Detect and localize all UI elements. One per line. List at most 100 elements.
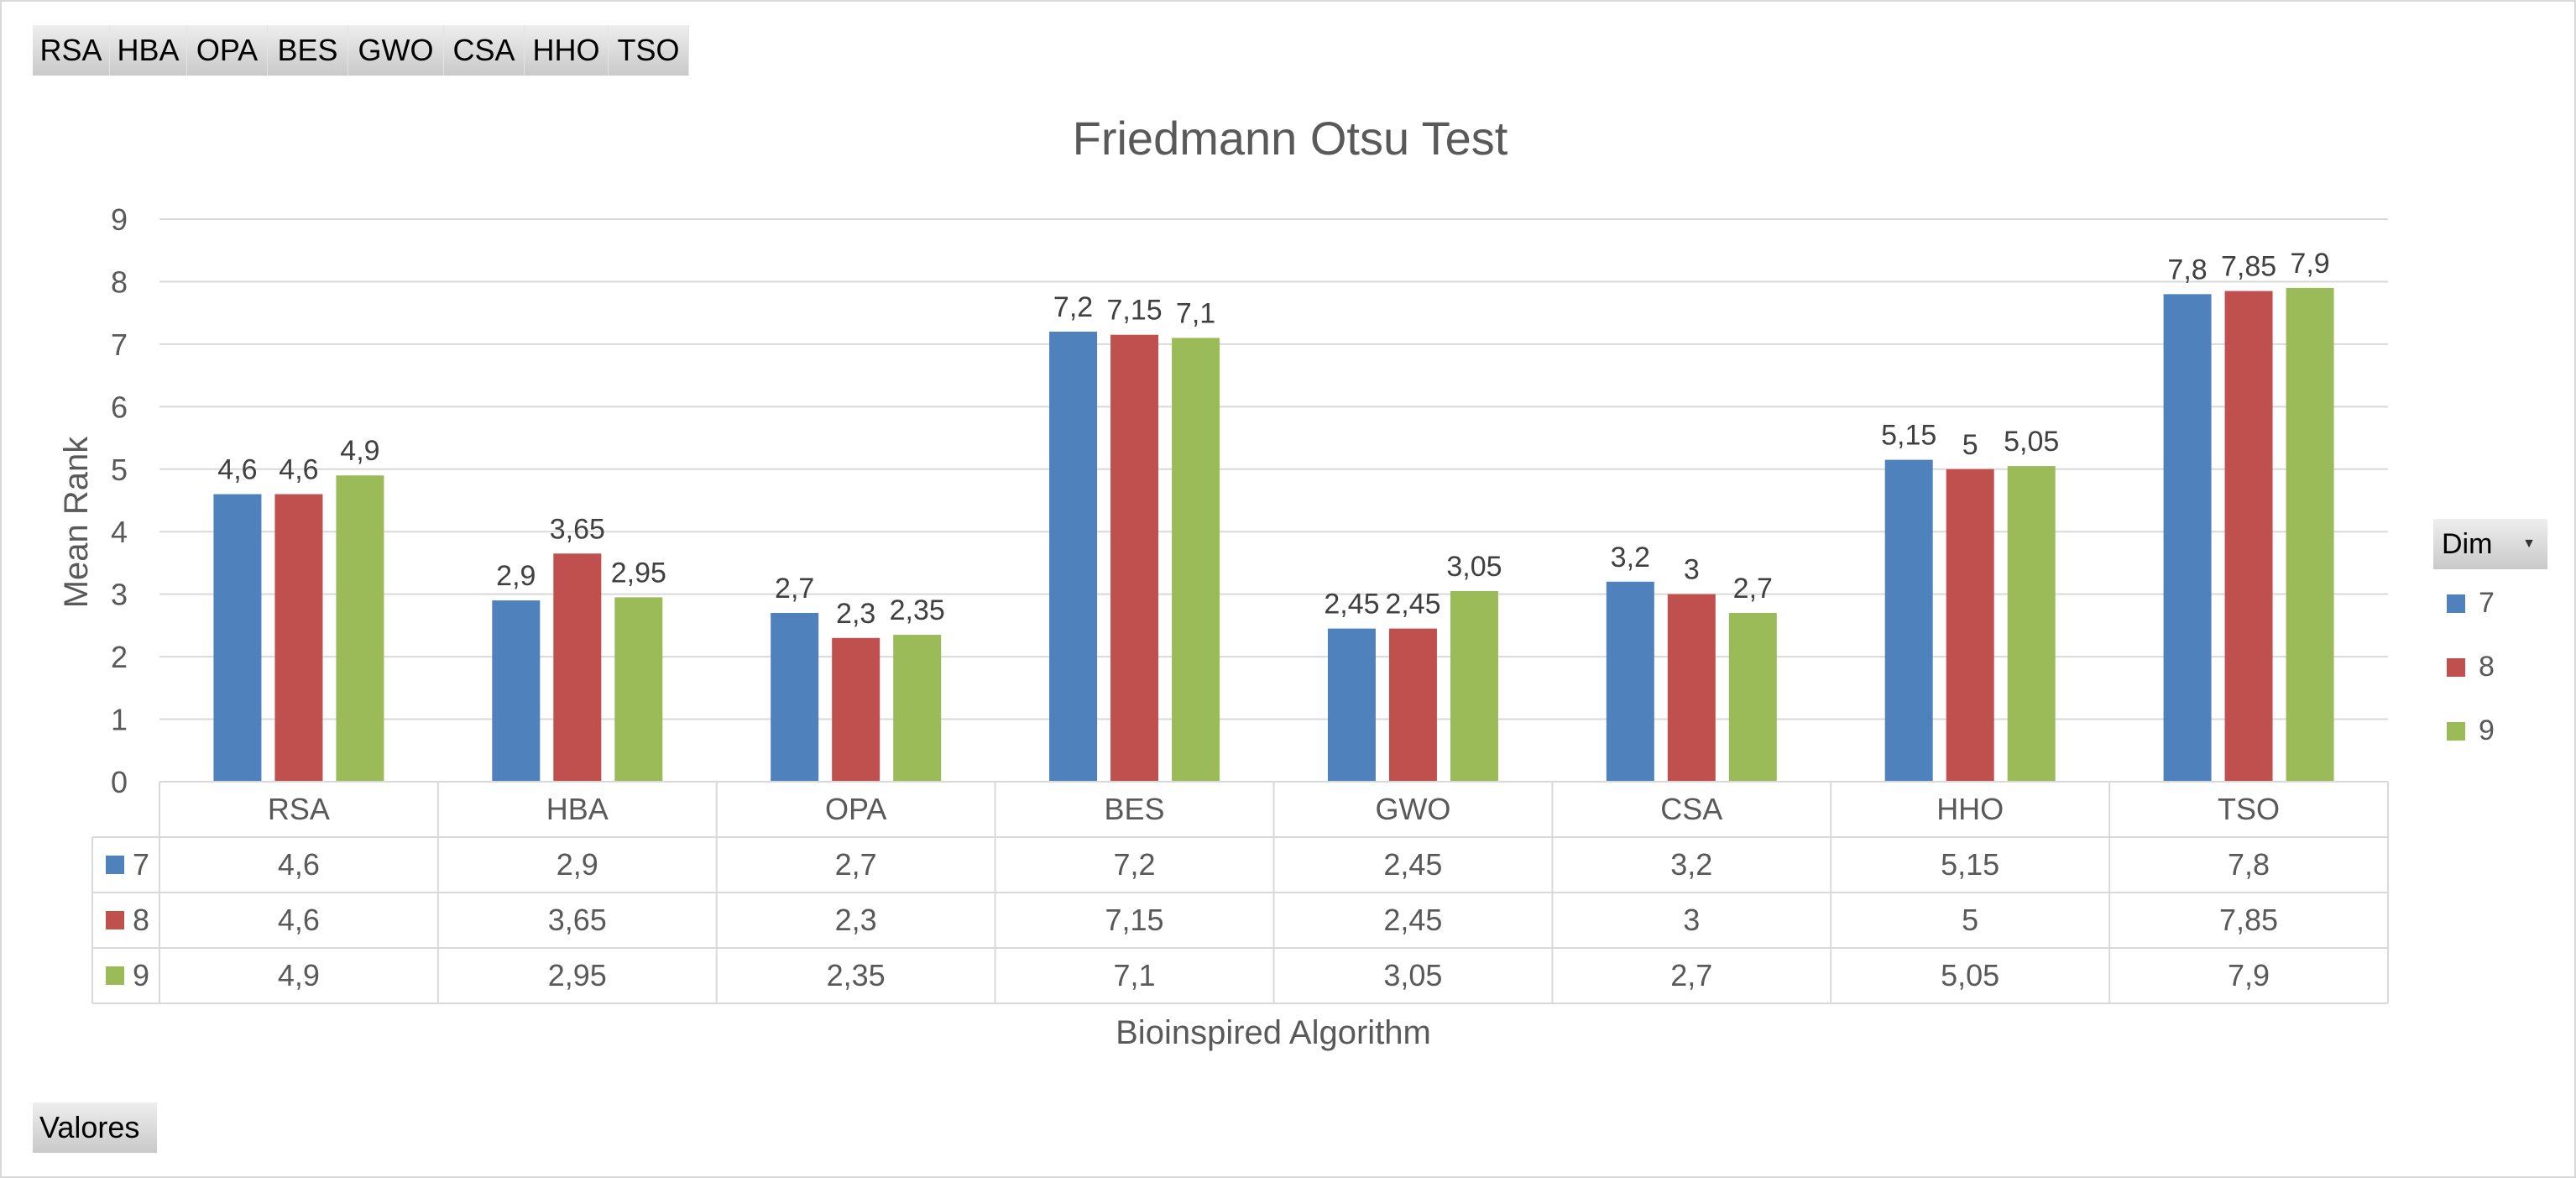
- table-cell: 5,05: [1941, 958, 1999, 992]
- legend-label-9: 9: [2479, 715, 2495, 746]
- field-button-bes[interactable]: BES: [268, 25, 348, 76]
- table-header-bes: BES: [1105, 792, 1165, 826]
- bar-8-tso: [2224, 291, 2273, 783]
- values-field-button[interactable]: Valores: [33, 1102, 157, 1153]
- data-label: 5,15: [1881, 420, 1936, 452]
- values-field-label: Valores: [39, 1110, 140, 1144]
- field-button-opa[interactable]: OPA: [187, 25, 268, 76]
- table-cell: 4,6: [278, 903, 320, 937]
- field-button-hba[interactable]: HBA: [110, 25, 187, 76]
- bar-8-bes: [1110, 334, 1159, 782]
- data-label: 4,6: [217, 454, 257, 486]
- table-cell: 2,45: [1383, 847, 1442, 882]
- y-tick-label: 2: [111, 640, 128, 674]
- table-legend-swatch-7: [106, 856, 124, 874]
- bar-9-gwo: [1450, 590, 1498, 782]
- data-label: 2,95: [611, 557, 666, 589]
- table-cell: 3,2: [1670, 847, 1712, 882]
- field-button-rsa[interactable]: RSA: [33, 25, 110, 76]
- y-tick-label: 1: [111, 703, 128, 737]
- field-button-gwo[interactable]: GWO: [348, 25, 444, 76]
- field-button-tso[interactable]: TSO: [609, 25, 689, 76]
- table-cell: 2,7: [1670, 958, 1712, 992]
- dropdown-arrow-icon[interactable]: ▼: [2522, 537, 2536, 551]
- bar-9-hho: [2007, 466, 2056, 782]
- data-label: 4,9: [340, 435, 379, 467]
- bar-7-tso: [2163, 294, 2212, 782]
- data-label: 2,7: [775, 573, 814, 605]
- table-header-hho: HHO: [1936, 792, 2004, 826]
- table-cell: 7,8: [2228, 847, 2270, 882]
- legend-label-7: 7: [2479, 587, 2495, 619]
- table-header-hba: HBA: [546, 792, 609, 826]
- bar-9-csa: [1728, 613, 1777, 782]
- table-cell: 2,3: [835, 903, 877, 937]
- table-legend-swatch-9: [106, 966, 124, 985]
- field-button-hho[interactable]: HHO: [525, 25, 609, 76]
- table-cell: 7,9: [2228, 958, 2270, 992]
- data-label: 7,8: [2167, 254, 2207, 285]
- table-cell: 3,05: [1383, 958, 1442, 992]
- y-tick-label: 3: [111, 578, 128, 612]
- bar-8-hho: [1946, 469, 1994, 782]
- table-cell: 4,9: [278, 958, 320, 992]
- table-header-rsa: RSA: [268, 792, 330, 826]
- table-cell: 2,45: [1383, 903, 1442, 937]
- legend-swatch-7: [2447, 594, 2465, 613]
- data-label: 5: [1962, 429, 1978, 461]
- bar-8-csa: [1667, 594, 1716, 782]
- table-legend-swatch-8: [106, 911, 124, 929]
- table-cell: 2,35: [827, 958, 886, 992]
- data-label: 3,65: [550, 513, 605, 545]
- field-button-csa[interactable]: CSA: [444, 25, 525, 76]
- bar-8-hba: [553, 553, 602, 782]
- legend-entry-8: 8: [2447, 651, 2495, 683]
- bar-8-gwo: [1388, 628, 1437, 782]
- data-label: 3,05: [1446, 551, 1502, 583]
- bar-7-hho: [1884, 459, 1933, 782]
- data-label: 5,05: [2004, 426, 2059, 458]
- bar-7-rsa: [213, 494, 262, 782]
- table-cell: 7,85: [2219, 903, 2278, 937]
- legend-swatch-8: [2447, 657, 2465, 677]
- y-tick-label: 4: [111, 515, 128, 549]
- legend-entry-9: 9: [2447, 715, 2495, 747]
- data-label: 2,35: [890, 594, 945, 626]
- bar-9-opa: [893, 635, 942, 782]
- x-axis-title: Bioinspired Algorithm: [1116, 1014, 1431, 1051]
- chart-title: Friedmann Otsu Test: [1073, 112, 1508, 165]
- table-header-gwo: GWO: [1375, 792, 1450, 826]
- table-header-opa: OPA: [825, 792, 886, 826]
- y-tick-label: 5: [111, 453, 128, 487]
- bar-7-csa: [1606, 581, 1654, 782]
- legend-label-8: 8: [2479, 651, 2495, 683]
- bar-7-hba: [492, 600, 541, 782]
- table-header-csa: CSA: [1660, 792, 1722, 826]
- data-label: 3,2: [1611, 542, 1650, 573]
- bar-7-gwo: [1327, 628, 1376, 782]
- table-cell: 5,15: [1941, 847, 1999, 882]
- data-label: 4,6: [279, 454, 318, 486]
- bar-9-hba: [614, 597, 663, 782]
- table-row-label-9: 9: [133, 958, 149, 992]
- table-cell: 2,95: [548, 958, 607, 992]
- table-cell: 3,65: [548, 903, 607, 937]
- y-tick-label: 8: [111, 264, 128, 299]
- table-cell: 3: [1683, 903, 1700, 937]
- bar-9-tso: [2286, 287, 2334, 782]
- data-label: 2,9: [496, 560, 536, 592]
- legend-entry-7: 7: [2447, 587, 2495, 620]
- data-label: 2,3: [836, 598, 875, 630]
- y-tick-label: 6: [111, 390, 128, 424]
- legend-field-dim[interactable]: Dim ▼: [2433, 519, 2547, 569]
- table-cell: 7,15: [1105, 903, 1164, 937]
- y-tick-label: 7: [111, 327, 128, 362]
- table-cell: 7,2: [1114, 847, 1156, 882]
- table-header-tso: TSO: [2218, 792, 2280, 826]
- data-label: 2,45: [1324, 589, 1379, 620]
- table-cell: 2,9: [556, 847, 598, 882]
- bar-9-rsa: [336, 475, 384, 782]
- table-cell: 2,7: [835, 847, 877, 882]
- bar-8-rsa: [274, 494, 323, 782]
